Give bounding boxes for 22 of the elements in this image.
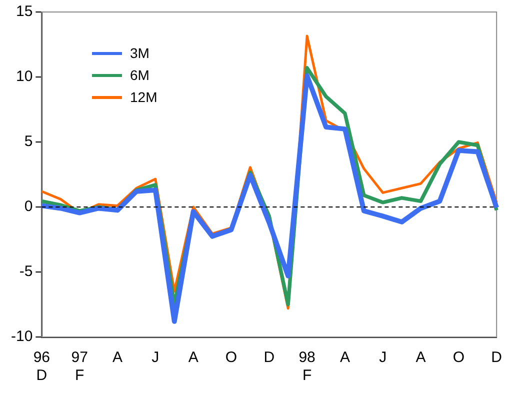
x-tick-label: A	[188, 349, 198, 366]
y-tick-label: 0	[24, 198, 33, 216]
y-tick-label: -10	[10, 328, 33, 346]
x-tick-label: O	[225, 349, 238, 366]
x-tick-label: O	[452, 349, 465, 366]
x-tick-label: 96 D	[33, 349, 50, 384]
x-tick-label: J	[152, 349, 160, 366]
legend-label: 12M	[130, 89, 158, 105]
x-tick-label: A	[340, 349, 350, 366]
legend-label: 3M	[130, 45, 150, 61]
y-tick-label: 15	[16, 3, 33, 20]
y-tick-label: -5	[19, 263, 33, 280]
y-tick-label: 5	[24, 133, 33, 150]
x-tick-label: A	[112, 349, 123, 366]
x-tick-label: J	[379, 349, 387, 366]
x-tick-label: D	[264, 349, 275, 366]
x-tick-label: D	[491, 349, 502, 366]
x-tick-label: A	[416, 349, 426, 366]
x-tick-label: 98 F	[298, 349, 316, 384]
y-tick-label: 10	[16, 68, 33, 86]
legend-label: 6M	[130, 67, 150, 83]
x-tick-label: 97 F	[71, 349, 88, 384]
